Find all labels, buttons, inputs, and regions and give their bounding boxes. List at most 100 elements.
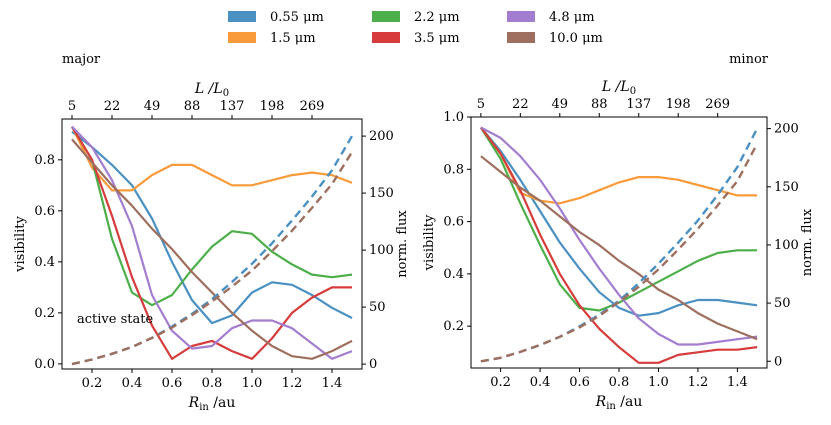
series-line-2-2-m <box>71 126 353 307</box>
x-axis-label-symbol: R <box>595 394 607 410</box>
plot-frame <box>470 116 768 369</box>
series-line-3-5-m <box>71 126 352 360</box>
panel-title-major: major <box>62 52 101 67</box>
series-line-4-8-m <box>480 126 758 346</box>
x-axis-label: Rin /au <box>188 395 236 413</box>
top-axis-label-subscript: 0 <box>630 86 636 97</box>
y2-tick-label: 100 <box>774 238 799 253</box>
top-x-tick-label: 22 <box>104 99 121 114</box>
y-axis-label: visibility <box>422 214 437 271</box>
top-x-tick-label: 49 <box>552 97 569 112</box>
x-tick-label: 0.2 <box>82 376 103 391</box>
flux-line-10-0-m <box>480 143 759 363</box>
x-tick-label: 1.2 <box>688 375 709 390</box>
legend-item-3-5-m: 3.5 μm <box>372 31 460 46</box>
top-axis-label-ref: L <box>619 79 629 95</box>
x-tick-label: 0.4 <box>122 376 143 391</box>
y2-axis-label: norm. flux <box>395 210 410 278</box>
top-axis-label: L /L0 <box>601 79 636 97</box>
y2-tick-label: 150 <box>774 180 799 195</box>
legend: 0.55 μm 1.5 μm 2.2 μm 3.5 μm 4.8 μm 10.0 μm <box>228 10 603 46</box>
series-line-1-5-m <box>71 126 353 192</box>
y-tick-label: 0.8 <box>34 153 55 168</box>
top-x-tick-label: 88 <box>591 97 608 112</box>
x-tick-label: 0.2 <box>490 375 511 390</box>
y-tick-label: 0.0 <box>34 357 55 372</box>
legend-item-2-2-m: 2.2 μm <box>372 10 460 25</box>
series-line-2-2-m <box>479 126 758 312</box>
top-x-tick-label: 5 <box>477 97 485 112</box>
legend-swatch <box>228 11 256 22</box>
y2-axis-label: norm. flux <box>800 208 815 276</box>
x-axis-label-symbol: R <box>188 395 200 411</box>
legend-swatch <box>372 32 400 43</box>
legend-item-1-5-m: 1.5 μm <box>228 31 316 46</box>
top-axis-label-subscript: 0 <box>223 88 229 99</box>
top-x-tick-label: 5 <box>68 99 76 114</box>
flux-line-0-55-m <box>71 135 354 366</box>
top-axis-label-symbol: L / <box>194 81 215 97</box>
top-x-tick-label: 88 <box>184 99 201 114</box>
top-x-tick-label: 137 <box>220 99 245 114</box>
series-line-3-5-m <box>480 126 758 364</box>
legend-swatch <box>507 11 535 22</box>
top-axis-label-ref: L <box>212 81 222 97</box>
series-line-10-0-m <box>480 155 758 341</box>
chart-panel-minor: 0.2 0.4 0.6 0.8 1.0 1.2 1.4 5 22 49 88 137 198 269 0.2… <box>422 79 815 412</box>
y-tick-label: 1.0 <box>443 110 464 125</box>
x-tick-label: 0.6 <box>162 376 183 391</box>
y2-tick-label: 50 <box>774 296 791 311</box>
legend-swatch <box>372 11 400 22</box>
y2-tick-label: 0 <box>774 354 782 369</box>
x-tick-label: 0.4 <box>530 375 551 390</box>
legend-swatch <box>228 32 256 43</box>
legend-label: 10.0 μm <box>549 31 603 46</box>
y2-tick-label: 0 <box>369 357 377 372</box>
x-tick-label: 0.8 <box>202 376 223 391</box>
y-tick-label: 0.6 <box>443 215 464 230</box>
top-x-tick-label: 22 <box>512 97 529 112</box>
legend-label: 1.5 μm <box>270 31 316 46</box>
series-line-0-55-m <box>480 126 758 317</box>
y-tick-label: 0.2 <box>443 319 464 334</box>
legend-label: 0.55 μm <box>270 10 324 25</box>
x-tick-label: 1.0 <box>648 375 669 390</box>
x-axis-label-subscript: in <box>199 402 209 413</box>
legend-item-10-0-m: 10.0 μm <box>507 31 603 46</box>
legend-swatch <box>507 32 535 43</box>
y2-tick-label: 50 <box>369 300 386 315</box>
chart-panel-major: 0.2 0.4 0.6 0.8 1.0 1.2 1.4 5 22 49 88 137 198 269 0.0… <box>13 81 410 413</box>
legend-item-0-55-m: 0.55 μm <box>228 10 324 25</box>
series-line-4-8-m <box>71 125 353 360</box>
x-tick-label: 1.4 <box>727 375 748 390</box>
y-axis-label: visibility <box>13 216 28 273</box>
top-x-tick-label: 269 <box>705 97 730 112</box>
series-line-0-55-m <box>71 130 353 325</box>
top-x-tick-label: 198 <box>260 99 285 114</box>
plot-frame <box>61 118 363 370</box>
x-axis-label-subscript: in <box>606 401 616 412</box>
x-axis-label-unit: /au <box>209 395 236 411</box>
y2-tick-label: 100 <box>369 243 394 258</box>
panel-title-minor: minor <box>729 52 769 67</box>
top-x-tick-label: 269 <box>300 99 325 114</box>
x-tick-label: 1.4 <box>322 376 343 391</box>
y-tick-label: 0.4 <box>443 267 464 282</box>
y2-tick-label: 150 <box>369 186 394 201</box>
legend-label: 3.5 μm <box>414 31 460 46</box>
legend-label: 2.2 μm <box>414 10 460 25</box>
y2-tick-label: 200 <box>369 129 394 144</box>
series-line-10-0-m <box>71 138 353 360</box>
top-axis-label-symbol: L / <box>601 79 622 95</box>
series-line-1-5-m <box>480 126 758 205</box>
x-tick-label: 1.2 <box>282 376 303 391</box>
top-axis-label: L /L0 <box>194 81 229 99</box>
x-tick-label: 0.6 <box>569 375 590 390</box>
legend-item-4-8-m: 4.8 μm <box>507 10 595 25</box>
flux-line-0-55-m <box>480 128 759 363</box>
legend-label: 4.8 μm <box>549 10 595 25</box>
x-tick-label: 1.0 <box>242 376 263 391</box>
x-axis-label-unit: /au <box>616 394 643 410</box>
